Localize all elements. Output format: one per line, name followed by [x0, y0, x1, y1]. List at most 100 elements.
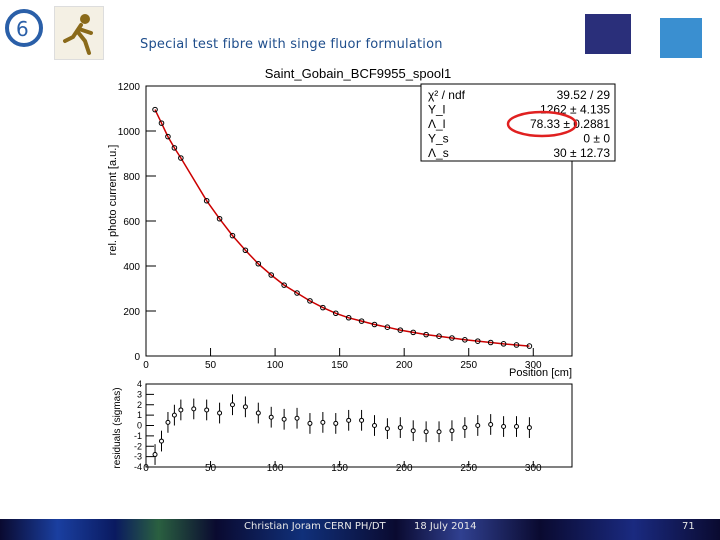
- residual-data-points: [152, 394, 532, 465]
- residual-y-tick-label: 3: [137, 389, 142, 399]
- residual-data-point: [436, 429, 442, 435]
- main-data-point: [526, 343, 533, 349]
- residual-data-point: [255, 410, 261, 416]
- stat-value: 1262 ± 4.135: [540, 103, 610, 117]
- residual-data-point: [449, 428, 455, 434]
- residual-data-point: [488, 421, 494, 427]
- residual-data-point: [410, 428, 416, 434]
- main-x-tick-label: 250: [460, 360, 477, 371]
- main-data-point: [307, 298, 313, 304]
- residual-x-tick-label: 200: [396, 463, 413, 474]
- main-y-tick-label: 0: [134, 352, 140, 363]
- main-x-tick-label: 50: [205, 360, 217, 371]
- stat-value: 30 ± 12.73: [553, 146, 610, 160]
- main-plot: Saint_Gobain_BCF9955_spool1 0 200 400 600 80…: [107, 66, 573, 379]
- lhcb-logo: [585, 14, 631, 54]
- residual-x-tick-label: 0: [143, 463, 149, 474]
- residual-x-tick-label: 250: [460, 463, 477, 474]
- residual-y-tick-label: -2: [134, 441, 142, 451]
- main-y-ticks: 0 200 400 600 800 1000 1200: [118, 82, 156, 363]
- main-data-point: [281, 282, 287, 288]
- main-data-point: [216, 215, 223, 222]
- residual-data-point: [165, 419, 171, 425]
- main-data-point: [358, 318, 365, 324]
- footer-bar: [0, 519, 720, 540]
- main-data-point: [229, 232, 236, 239]
- stat-label: χ² / ndf: [428, 88, 466, 102]
- svg-text:6: 6: [16, 17, 29, 41]
- main-plot-title: Saint_Gobain_BCF9955_spool1: [265, 66, 451, 81]
- residual-data-point: [281, 416, 287, 422]
- residual-data-point: [397, 425, 403, 431]
- main-y-tick-label: 400: [123, 262, 140, 273]
- main-data-point: [171, 145, 178, 151]
- cern-anniversary-logo: 6: [2, 6, 50, 54]
- residual-data-point: [526, 425, 532, 431]
- main-data-point: [158, 120, 165, 126]
- main-y-tick-label: 600: [123, 217, 140, 228]
- main-y-tick-label: 1200: [118, 82, 141, 93]
- residual-x-tick-label: 100: [267, 463, 284, 474]
- main-x-tick-label: 100: [267, 360, 284, 371]
- residual-x-tick-label: 300: [525, 463, 542, 474]
- main-data-point: [178, 155, 184, 161]
- residual-data-point: [178, 407, 184, 413]
- main-data-point: [320, 304, 326, 311]
- residual-data-point: [359, 417, 365, 423]
- residual-x-ticks: 0 50 100 150 200 250 300: [143, 461, 542, 474]
- main-x-tick-label: 150: [331, 360, 348, 371]
- main-data-point: [500, 341, 507, 347]
- main-y-tick-label: 800: [123, 172, 140, 183]
- residual-data-point: [152, 452, 158, 458]
- footer-date: 18 July 2014: [414, 521, 477, 532]
- main-data-point: [371, 321, 378, 328]
- residual-data-point: [462, 425, 468, 431]
- main-data-point: [152, 106, 158, 113]
- residual-data-point: [242, 404, 248, 410]
- main-data-point: [513, 342, 520, 348]
- residual-y-tick-label: 4: [137, 379, 142, 389]
- main-x-tick-label: 0: [143, 360, 149, 371]
- main-data-point: [345, 314, 352, 321]
- residual-data-point: [333, 420, 339, 426]
- residual-data-point: [384, 426, 390, 432]
- main-data-point: [449, 335, 455, 341]
- main-x-tick-label: 300: [525, 360, 542, 371]
- residual-data-point: [158, 438, 164, 444]
- stat-label: Λ_s: [428, 146, 449, 160]
- residual-data-point: [320, 419, 326, 425]
- main-data-point: [384, 324, 391, 331]
- stat-label: Y_l: [428, 103, 445, 117]
- main-data-point: [397, 327, 404, 333]
- main-ylabel: rel. photo current [a.u.]: [107, 145, 119, 256]
- main-data-point: [332, 310, 339, 317]
- residual-data-point: [268, 414, 274, 420]
- fit-curve: [154, 109, 530, 347]
- residual-data-point: [307, 420, 313, 426]
- footer-page-number: 71: [682, 521, 695, 532]
- residual-x-tick-label: 150: [331, 463, 348, 474]
- slide-title: Special test fibre with singe fluor form…: [140, 37, 443, 52]
- residual-y-tick-label: -3: [134, 452, 142, 462]
- main-data-point: [268, 272, 275, 278]
- residual-data-point: [346, 417, 352, 423]
- residual-y-tick-label: -1: [134, 431, 142, 441]
- main-data-point: [203, 197, 210, 204]
- residual-y-tick-label: 2: [137, 400, 142, 410]
- main-data-point: [242, 247, 249, 254]
- stat-label: Y_s: [428, 132, 449, 146]
- stat-label: Λ_l: [428, 117, 445, 131]
- main-data-point: [165, 133, 171, 140]
- residual-plot-frame: [145, 383, 573, 468]
- stat-value: 0 ± 0: [583, 132, 610, 146]
- residual-data-point: [513, 424, 519, 430]
- runner-logo: [54, 6, 104, 60]
- main-data-point: [410, 329, 417, 336]
- main-data-point: [423, 331, 429, 338]
- residual-y-tick-label: 1: [137, 410, 142, 420]
- main-data-point: [474, 338, 481, 344]
- residual-y-tick-label: -4: [134, 462, 142, 472]
- residual-x-tick-label: 50: [205, 463, 217, 474]
- residual-data-point: [475, 423, 481, 428]
